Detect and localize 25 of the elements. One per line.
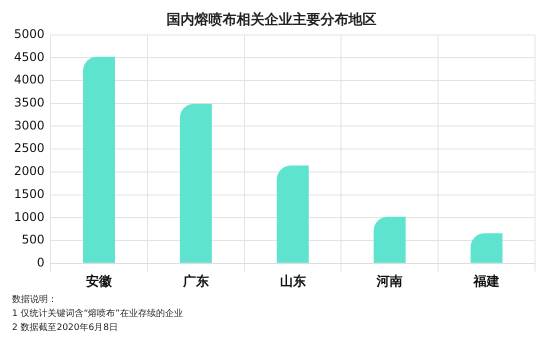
x-tick-label: 福建 bbox=[472, 274, 500, 290]
y-tick-label: 1500 bbox=[14, 186, 45, 201]
y-tick-label: 500 bbox=[22, 232, 45, 247]
y-tick-label: 4000 bbox=[14, 72, 45, 87]
y-tick-label: 2000 bbox=[14, 164, 45, 178]
y-tick-label: 5000 bbox=[14, 26, 45, 41]
text: 数据说明： bbox=[12, 294, 58, 307]
bar bbox=[470, 233, 503, 263]
x-tick-label: 河南 bbox=[376, 274, 403, 290]
bar bbox=[83, 56, 115, 263]
y-tick-label: 3000 bbox=[14, 118, 45, 132]
y-tick-label: 1000 bbox=[14, 210, 45, 224]
text: 2 数据截至2020年6月8日 bbox=[12, 322, 119, 335]
chart-title: 国内熔喷布相关企业主要分布地区 bbox=[166, 11, 376, 28]
bar bbox=[180, 104, 212, 263]
x-tick-label: 山东 bbox=[280, 274, 306, 290]
y-tick-label: 4500 bbox=[14, 50, 45, 64]
bar bbox=[374, 216, 406, 263]
bar bbox=[276, 166, 309, 263]
x-tick-label: 安徽 bbox=[86, 274, 113, 290]
text: 1 仅统计关键词含“熔喷布”在业存续的企业 bbox=[12, 308, 184, 321]
y-tick-label: 0 bbox=[36, 256, 45, 270]
y-tick-label: 3500 bbox=[14, 96, 45, 110]
y-tick-label: 2500 bbox=[14, 141, 45, 156]
x-tick-label: 广东 bbox=[182, 274, 209, 290]
